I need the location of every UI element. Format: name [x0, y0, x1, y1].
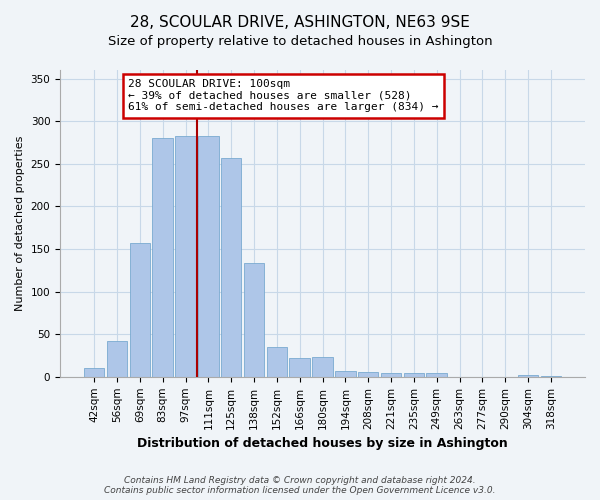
Y-axis label: Number of detached properties: Number of detached properties	[15, 136, 25, 311]
Bar	[335, 371, 356, 377]
Bar	[221, 158, 241, 377]
Text: Contains HM Land Registry data © Crown copyright and database right 2024.
Contai: Contains HM Land Registry data © Crown c…	[104, 476, 496, 495]
Bar	[289, 358, 310, 377]
Bar	[404, 374, 424, 377]
Bar	[244, 262, 264, 377]
Bar	[312, 357, 333, 377]
Bar	[358, 372, 379, 377]
Bar	[107, 341, 127, 377]
Bar	[198, 136, 218, 377]
Bar	[427, 372, 447, 377]
Bar	[266, 347, 287, 377]
Text: Size of property relative to detached houses in Ashington: Size of property relative to detached ho…	[107, 35, 493, 48]
Bar	[175, 136, 196, 377]
Bar	[381, 372, 401, 377]
Bar	[152, 138, 173, 377]
Text: 28 SCOULAR DRIVE: 100sqm
← 39% of detached houses are smaller (528)
61% of semi-: 28 SCOULAR DRIVE: 100sqm ← 39% of detach…	[128, 79, 439, 112]
Bar	[541, 376, 561, 377]
Text: 28, SCOULAR DRIVE, ASHINGTON, NE63 9SE: 28, SCOULAR DRIVE, ASHINGTON, NE63 9SE	[130, 15, 470, 30]
Bar	[518, 375, 538, 377]
X-axis label: Distribution of detached houses by size in Ashington: Distribution of detached houses by size …	[137, 437, 508, 450]
Bar	[84, 368, 104, 377]
Bar	[130, 243, 150, 377]
